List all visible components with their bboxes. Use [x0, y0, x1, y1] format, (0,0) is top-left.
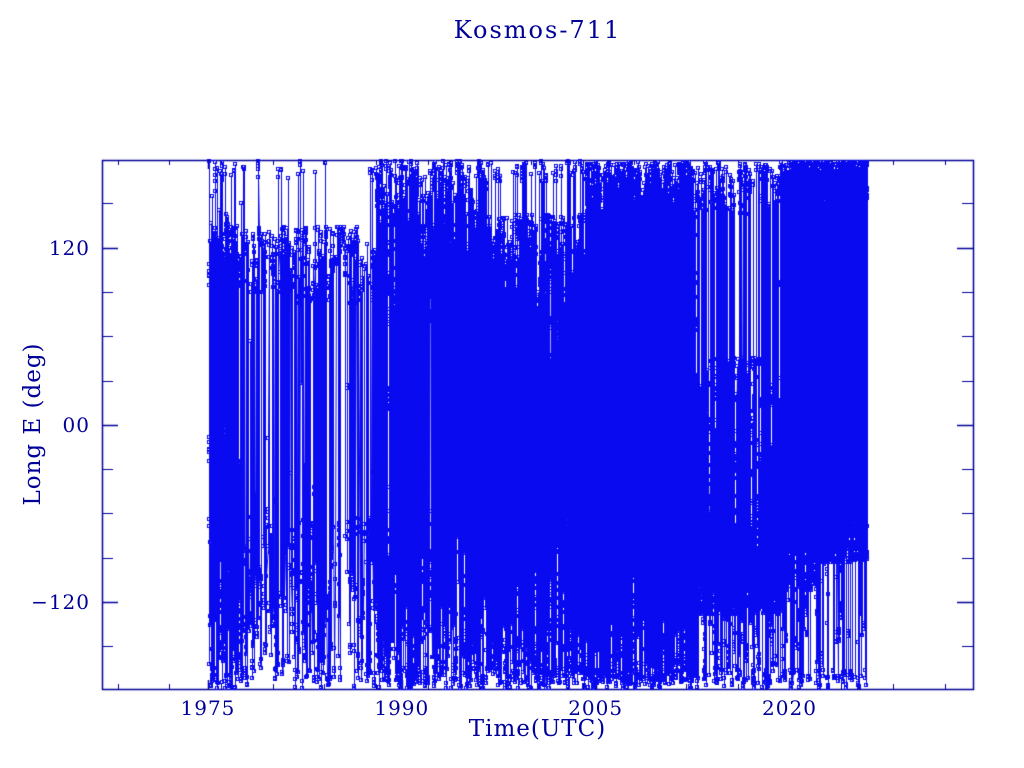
x-tick-label: 2020: [762, 696, 817, 720]
y-tick-label: 00: [62, 412, 90, 437]
y-tick-label: −120: [31, 590, 90, 615]
x-tick-label: 1990: [374, 696, 430, 720]
y-axis-label: Long E (deg): [20, 342, 46, 506]
y-tick-label: 120: [48, 235, 90, 260]
x-tick-label: 2005: [568, 696, 624, 720]
chart-title: Kosmos-711: [453, 16, 622, 44]
x-tick-label: 1975: [180, 696, 236, 720]
x-axis-label: Time(UTC): [468, 716, 607, 742]
